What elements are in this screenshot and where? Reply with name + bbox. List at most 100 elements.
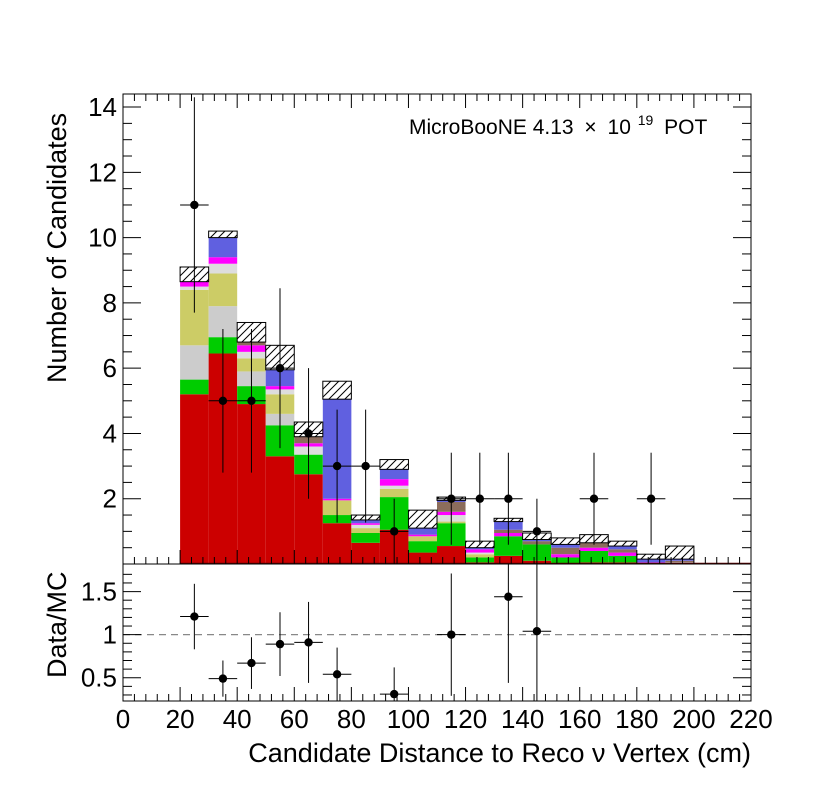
bar-grey bbox=[465, 552, 495, 555]
bar-blue bbox=[465, 547, 495, 550]
uncertainty-box bbox=[208, 230, 238, 239]
bar-red bbox=[180, 394, 209, 564]
data-point bbox=[437, 452, 466, 545]
bottom-y-axis-title: Data/MC bbox=[42, 571, 72, 678]
data-point bbox=[265, 288, 295, 449]
bar-magenta bbox=[465, 549, 495, 553]
data-point-marker bbox=[447, 494, 456, 503]
data-point-marker bbox=[504, 494, 513, 503]
x-tick-label: 140 bbox=[501, 704, 544, 734]
bar-light-grey bbox=[180, 345, 209, 380]
data-point bbox=[294, 368, 323, 499]
x-tick-label: 40 bbox=[223, 704, 252, 734]
bar-red bbox=[437, 546, 466, 564]
ratio-point bbox=[322, 647, 352, 701]
bar-green bbox=[608, 555, 637, 563]
bar-grey bbox=[379, 485, 409, 489]
data-point bbox=[379, 498, 409, 564]
bar-grey bbox=[351, 524, 380, 529]
bar-magenta bbox=[408, 534, 437, 537]
uncertainty-box bbox=[664, 545, 695, 560]
ratio-y-tick-label: 0.5 bbox=[81, 663, 117, 693]
ratio-point bbox=[522, 564, 552, 701]
x-tick-label: 100 bbox=[387, 704, 430, 734]
data-point bbox=[208, 329, 238, 473]
x-tick-label: 20 bbox=[166, 704, 195, 734]
bar-olive bbox=[208, 273, 238, 307]
bar-green bbox=[494, 536, 523, 556]
bar-red bbox=[351, 542, 380, 564]
bar-red bbox=[408, 552, 437, 564]
data-point-marker bbox=[190, 200, 199, 210]
bar-red bbox=[494, 555, 523, 564]
x-tick-label: 120 bbox=[444, 704, 487, 734]
top-y-tick-label: 6 bbox=[103, 353, 117, 383]
x-tick-label: 60 bbox=[280, 704, 309, 734]
bar-blue bbox=[208, 237, 238, 258]
bar-green bbox=[465, 557, 495, 563]
annotation-prefix: MicroBooNE 4.13 bbox=[409, 116, 574, 139]
bottom-panel-axes: 0.5 1 1.5 0 20 40 60 80 100 120 140 160 180 200 220 bbox=[81, 573, 773, 734]
bar-olive bbox=[408, 536, 437, 542]
bar-red bbox=[322, 523, 352, 564]
data-point-marker bbox=[589, 494, 599, 503]
bar-olive bbox=[379, 488, 409, 498]
bar-blue bbox=[636, 559, 666, 563]
top-y-tick-label: 12 bbox=[88, 157, 117, 187]
bar-brown bbox=[665, 560, 694, 563]
uncertainty-box bbox=[550, 537, 581, 545]
bar-magenta bbox=[579, 547, 609, 551]
data-point bbox=[636, 452, 666, 545]
ratio-point bbox=[180, 583, 209, 650]
bar-blue bbox=[379, 469, 409, 480]
ratio-point bbox=[379, 667, 409, 701]
bar-green bbox=[351, 532, 380, 543]
exposure-annotation: MicroBooNE 4.13 × 10 19 POT bbox=[409, 107, 707, 139]
ratio-point-marker bbox=[447, 630, 456, 639]
ratio-point bbox=[437, 573, 466, 696]
data-point bbox=[322, 409, 352, 523]
ratio-point-marker bbox=[247, 658, 256, 668]
bar-green bbox=[551, 557, 580, 564]
data-point-marker bbox=[361, 461, 370, 471]
data-point-marker bbox=[247, 396, 256, 406]
bar-magenta bbox=[379, 479, 409, 486]
data-point-marker bbox=[475, 494, 485, 503]
annotation-exponent: 19 bbox=[638, 112, 654, 128]
data-point-marker bbox=[218, 396, 228, 406]
x-tick-label: 160 bbox=[558, 704, 601, 734]
ratio-y-tick-label: 1.5 bbox=[81, 577, 117, 607]
uncertainty-box bbox=[322, 380, 352, 400]
bar-blue bbox=[608, 546, 637, 550]
bar-blue bbox=[665, 559, 694, 561]
stacked-histogram bbox=[180, 237, 694, 564]
bar-magenta bbox=[208, 257, 238, 264]
ratio-point-marker bbox=[332, 670, 342, 679]
bar-grey bbox=[208, 263, 238, 274]
ratio-point bbox=[208, 660, 238, 697]
data-point-marker bbox=[646, 494, 656, 503]
bar-green bbox=[579, 550, 609, 563]
data-point bbox=[494, 452, 523, 545]
top-y-axis-title: Number of Candidates bbox=[42, 113, 72, 383]
bar-olive bbox=[351, 528, 380, 533]
data-point-marker bbox=[304, 429, 313, 438]
data-point-marker bbox=[532, 527, 542, 536]
annotation-suffix: POT bbox=[664, 116, 707, 139]
uncertainty-box bbox=[379, 459, 409, 470]
ratio-point-marker bbox=[389, 689, 399, 699]
ratio-point-marker bbox=[504, 592, 513, 601]
bar-brown bbox=[608, 549, 637, 553]
data-point bbox=[465, 452, 495, 545]
uncertainty-box bbox=[407, 509, 438, 529]
data-point bbox=[180, 97, 209, 313]
bar-green bbox=[408, 541, 437, 553]
ratio-point-marker bbox=[304, 638, 313, 647]
uncertainty-box bbox=[607, 540, 638, 547]
x-tick-label: 180 bbox=[615, 704, 658, 734]
ratio-y-tick-label: 1 bbox=[103, 620, 117, 650]
ratio-point-marker bbox=[532, 627, 542, 636]
top-y-tick-label: 4 bbox=[103, 418, 117, 448]
ratio-points bbox=[180, 564, 552, 701]
ratio-point-marker bbox=[218, 674, 228, 683]
